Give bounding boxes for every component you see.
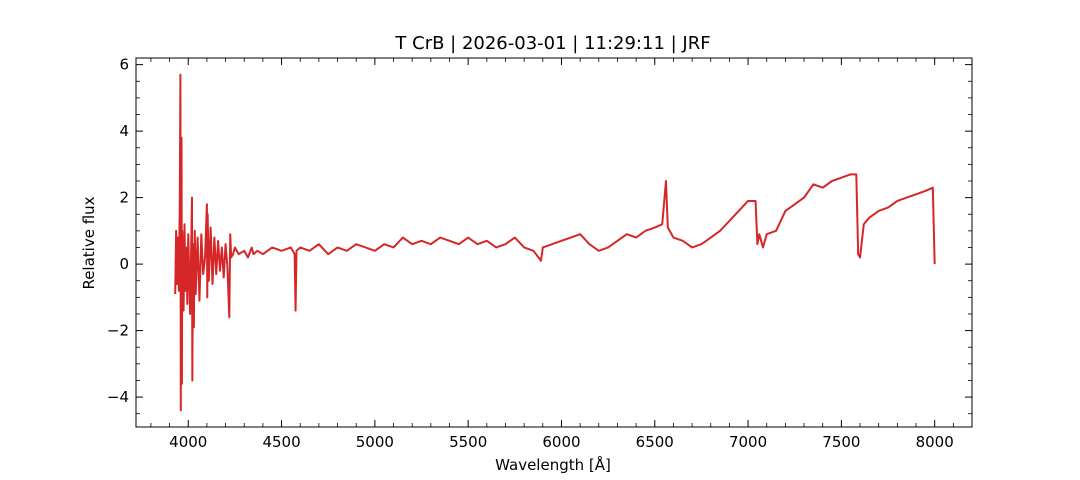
spectrum-line (174, 73, 936, 412)
x-tick-label: 5000 (356, 433, 394, 451)
y-tick-label: 4 (119, 122, 129, 140)
x-tick-label: 4500 (262, 433, 300, 451)
x-tick-label: 6000 (542, 433, 580, 451)
y-axis-label: Relative flux (80, 196, 98, 289)
y-tick-label: 6 (119, 56, 129, 74)
x-axis-label: Wavelength [Å] (495, 455, 611, 474)
x-tick-label: 7000 (729, 433, 767, 451)
plot-area: 4000 4500 5000 5500 6000 6500 7000 7500 8000 −4 −2… (107, 56, 973, 451)
x-tick-label: 4000 (169, 433, 207, 451)
y-tick-label: −4 (107, 388, 129, 406)
x-tick-label: 5500 (449, 433, 487, 451)
y-tick-label: 2 (119, 189, 129, 207)
chart-title: T CrB | 2026-03-01 | 11:29:11 | JRF (394, 33, 710, 54)
axes-frame (135, 57, 973, 428)
x-tick-label: 7500 (822, 433, 860, 451)
y-tick-label: 0 (119, 255, 129, 273)
x-tick-label: 8000 (916, 433, 954, 451)
x-tick-label: 6500 (636, 433, 674, 451)
y-tick-label: −2 (107, 322, 129, 340)
